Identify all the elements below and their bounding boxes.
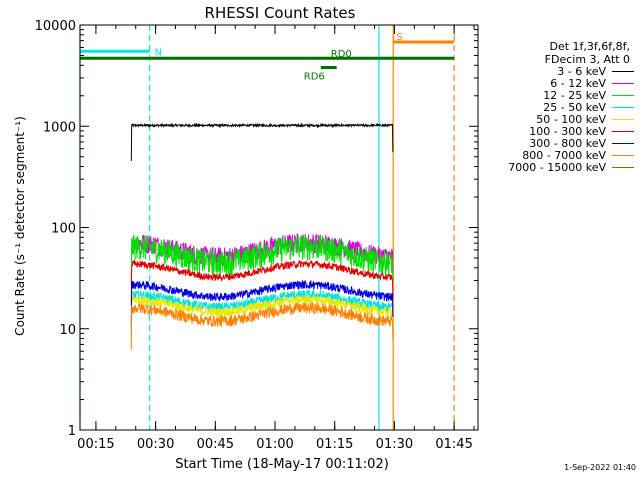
- series-line-25-50-keV: [130, 289, 394, 337]
- legend-entry-label: 50 - 100 keV: [536, 113, 606, 127]
- x-tick-label: 00:15: [77, 437, 114, 452]
- legend-entry: 3 - 6 keV: [478, 65, 636, 79]
- y-tick-label: 10: [59, 323, 76, 338]
- legend-entry: 800 - 7000 keV: [478, 148, 636, 162]
- legend-entry: 50 - 100 keV: [478, 113, 636, 127]
- x-tick-label: 01:30: [376, 437, 413, 452]
- series-line-800-7000-keV: [130, 302, 394, 350]
- legend-entry: 7000 - 15000 keV: [478, 160, 636, 174]
- legend-swatch: [612, 95, 634, 97]
- legend-swatch: [612, 71, 634, 73]
- legend-entry: 12 - 25 keV: [478, 89, 636, 103]
- x-tick-label: 01:00: [256, 437, 293, 452]
- legend-entry-label: 300 - 800 keV: [529, 136, 606, 150]
- series-line-50-100-keV: [130, 294, 394, 341]
- legend-header-line1: Det 1f,3f,6f,8f,: [549, 40, 630, 53]
- annotation-label-n: N: [155, 47, 162, 58]
- series-line-3-6-keV: [130, 122, 394, 161]
- y-tick-label: 100: [51, 222, 76, 237]
- legend-entry-label: 3 - 6 keV: [557, 65, 606, 79]
- annotation-label-rd0: RD0: [331, 49, 352, 60]
- annotation-label-s: S: [396, 32, 402, 43]
- legend-swatch: [612, 83, 634, 85]
- chart-title: RHESSI Count Rates: [205, 4, 356, 22]
- series-line-300-800-keV: [130, 279, 394, 326]
- legend-swatch: [612, 107, 634, 109]
- legend-entry-label: 800 - 7000 keV: [522, 148, 606, 162]
- legend-entry: 25 - 50 keV: [478, 101, 636, 115]
- y-tick-label: 1000: [43, 120, 76, 135]
- legend-entry: 6 - 12 keV: [478, 77, 636, 91]
- legend-entry-label: 12 - 25 keV: [543, 89, 606, 103]
- y-tick-label: 10000: [35, 19, 76, 34]
- print-timestamp: 1-Sep-2022 01:40: [564, 463, 636, 472]
- legend: Det 1f,3f,6f,8f, FDecim 3, Att 0 3 - 6 k…: [478, 40, 636, 174]
- legend-entry: 100 - 300 keV: [478, 124, 636, 138]
- legend-entry: 300 - 800 keV: [478, 136, 636, 150]
- x-axis-label: Start Time (18-May-17 00:11:02): [175, 457, 389, 472]
- annotation-label-rd6: RD6: [304, 72, 325, 83]
- legend-swatch: [612, 119, 634, 120]
- x-tick-label: 01:45: [435, 437, 472, 452]
- x-tick-label: 00:45: [197, 437, 234, 452]
- legend-entry-label: 7000 - 15000 keV: [508, 160, 606, 174]
- legend-swatch: [612, 130, 634, 132]
- series-line-12-25-keV: [130, 234, 394, 289]
- legend-entry-label: 25 - 50 keV: [543, 101, 606, 115]
- legend-entry-label: 100 - 300 keV: [529, 124, 606, 138]
- legend-swatch: [612, 166, 634, 168]
- x-tick-label: 01:15: [316, 437, 353, 452]
- series-line-100-300-keV: [130, 258, 394, 306]
- legend-header-line2: FDecim 3, Att 0: [544, 53, 630, 66]
- y-axis-label: Count Rate (s⁻¹ detector segment⁻¹): [13, 116, 27, 336]
- plot-frame: [79, 24, 479, 431]
- x-tick-label: 00:30: [137, 437, 174, 452]
- y-tick-label: 1: [68, 424, 76, 439]
- legend-swatch: [612, 154, 634, 156]
- legend-swatch: [612, 142, 634, 144]
- legend-entry-label: 6 - 12 keV: [550, 77, 606, 91]
